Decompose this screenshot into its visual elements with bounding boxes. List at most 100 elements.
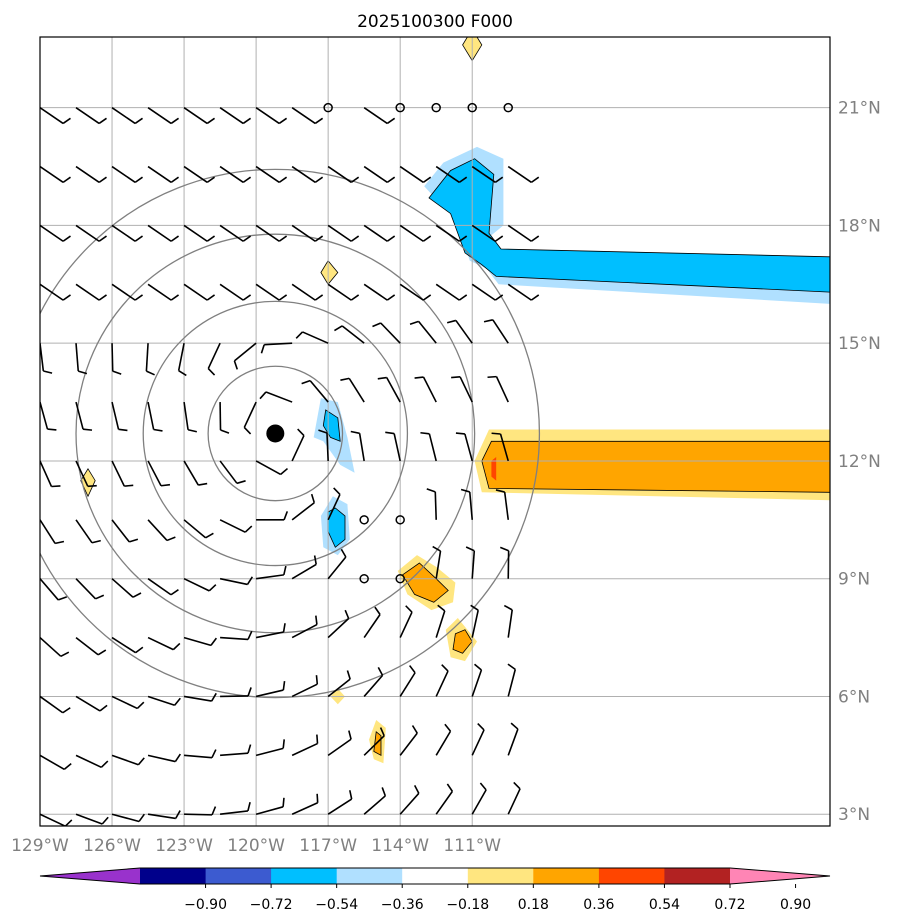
wind-barb (470, 604, 479, 638)
wind-barb (75, 106, 107, 125)
wind-barb (147, 636, 181, 651)
wind-barb (183, 165, 216, 184)
wind-barb (363, 106, 396, 125)
calm-wind-marker (503, 102, 513, 113)
calm-wind-marker (359, 515, 369, 525)
wind-barb (291, 615, 318, 639)
wind-barb (465, 546, 476, 579)
wind-barb (455, 432, 473, 462)
range-ring (142, 300, 409, 567)
wind-barb (111, 754, 145, 766)
wind-barb (291, 734, 319, 757)
wind-barb (350, 430, 365, 462)
wind-barb (327, 548, 347, 580)
calm-wind-marker (395, 102, 405, 113)
wind-barb (435, 723, 452, 756)
wind-barb (75, 519, 101, 544)
lon-tick-label: 126°W (83, 836, 141, 856)
contour-negative-near-center-north-core (322, 409, 341, 442)
colorbar-tick-label: 0.90 (780, 897, 811, 913)
wind-barb (255, 797, 285, 815)
range-ring (75, 233, 476, 634)
wind-barb (435, 283, 468, 301)
wind-barb (111, 343, 122, 375)
wind-barb (487, 375, 509, 403)
wind-barb (75, 578, 105, 600)
wind-barb (301, 379, 329, 403)
wind-barb (184, 806, 217, 816)
wind-barb (483, 319, 509, 344)
wind-barb (147, 460, 171, 487)
wind-barb (451, 376, 473, 403)
wind-barb (147, 165, 180, 184)
wind-barb (372, 322, 401, 344)
colorbar-tick-label: −0.54 (315, 897, 358, 913)
wind-barb (147, 810, 181, 820)
lat-tick-label: 12°N (838, 452, 881, 472)
wind-barb (318, 429, 329, 461)
wind-barb (471, 165, 504, 184)
wind-barb (183, 636, 218, 647)
wind-barb (432, 545, 442, 579)
colorbar-swatch (205, 868, 272, 884)
wind-barb (145, 343, 155, 376)
wind-barb (147, 695, 181, 707)
wind-barb (399, 224, 432, 242)
wind-barb (75, 343, 88, 375)
lon-tick-label: 117°W (299, 836, 357, 856)
colorbar-tick-label: −0.72 (250, 897, 293, 913)
wind-barb (40, 636, 70, 658)
wind-barb (147, 283, 180, 301)
wind-barb (183, 401, 198, 433)
lat-tick-label: 21°N (838, 99, 881, 119)
wind-barb (255, 165, 288, 184)
wind-barb (435, 783, 454, 815)
wind-barb (40, 754, 72, 771)
wind-barb (183, 519, 214, 539)
wind-barb (219, 224, 252, 242)
wind-barb (295, 331, 329, 344)
colorbar-extend-low (40, 868, 140, 884)
wind-barb (399, 283, 432, 301)
wind-barb (40, 813, 73, 826)
wind-barb (184, 749, 217, 759)
wind-barb (291, 165, 324, 184)
wind-barb (435, 165, 468, 184)
colorbar: −0.90 −0.72 −0.54 −0.36 −0.18 0.18 0.36 0.54 0.7… (39, 867, 831, 913)
lat-tick-label: 18°N (838, 216, 881, 236)
wind-barb (111, 401, 128, 432)
wind-barb (363, 667, 384, 697)
calm-wind-marker (467, 102, 477, 113)
lon-tick-label: 114°W (371, 836, 429, 856)
colorbar-extend-high (730, 868, 830, 884)
lat-tick-label: 15°N (838, 334, 881, 354)
shade-positive-east-edge-peak (491, 457, 497, 481)
wind-barb (327, 283, 360, 301)
wind-barb (255, 106, 288, 125)
wind-barb (75, 401, 93, 431)
wind-barb (507, 165, 540, 184)
wind-barb (291, 793, 319, 815)
wind-barb (363, 727, 385, 756)
lon-tick-label: 111°W (443, 836, 501, 856)
wind-barb (183, 224, 216, 242)
wind-barb (507, 722, 519, 756)
calm-wind-marker (323, 102, 333, 113)
wind-barb (243, 401, 257, 435)
wind-barb (420, 431, 437, 462)
colorbar-tick-label: −0.18 (446, 897, 489, 913)
lon-tick-label: 120°W (227, 836, 285, 856)
wind-barb (471, 722, 485, 756)
wind-barb (363, 787, 387, 815)
wind-barb (219, 165, 252, 184)
wind-barb (75, 695, 108, 712)
wind-barbs (40, 102, 540, 826)
plot-area (40, 37, 830, 826)
wind-barb (183, 106, 216, 125)
storm-center-dot (266, 424, 285, 443)
wind-barb (471, 224, 504, 242)
wind-barb (255, 739, 286, 757)
wind-barb (220, 687, 252, 698)
wind-barb (219, 460, 246, 485)
wind-barb (75, 813, 109, 825)
